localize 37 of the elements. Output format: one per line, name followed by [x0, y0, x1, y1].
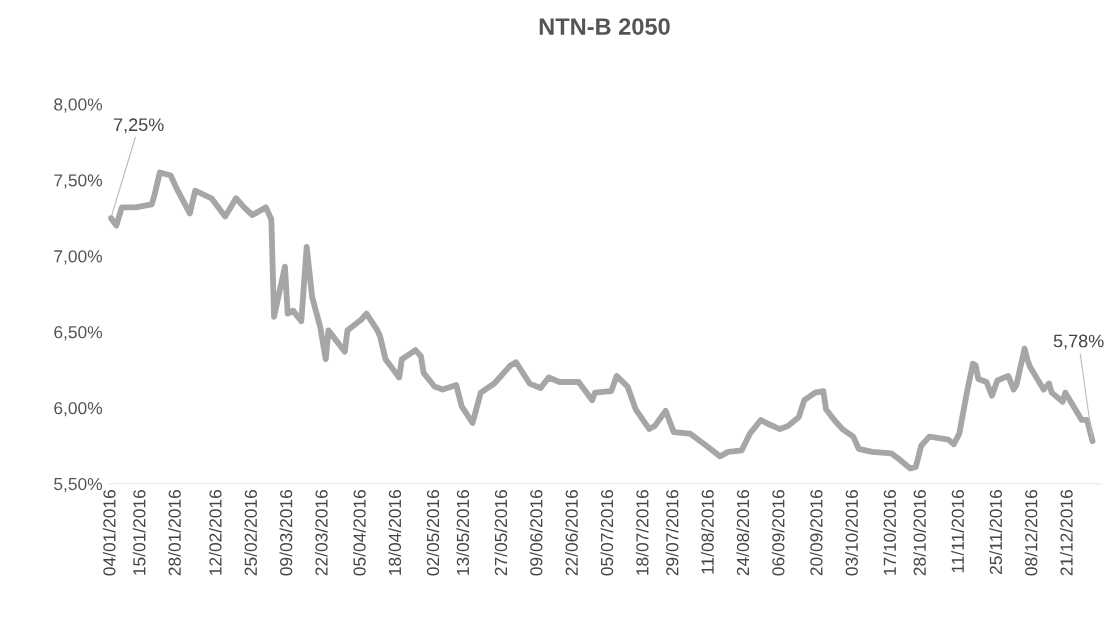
x-tick-label: 08/12/2016 [1024, 490, 1038, 576]
x-tick-label: 24/08/2016 [736, 490, 750, 576]
x-tick-label: 17/10/2016 [883, 490, 896, 575]
x-tick-label: 20/09/2016 [809, 490, 823, 576]
y-tick-label: 5,50% [54, 477, 103, 493]
x-tick-label: 18/07/2016 [635, 490, 649, 575]
annotation: 7,25% [114, 118, 164, 134]
x-tick-label: 11/08/2016 [701, 490, 714, 574]
x-tick-label: 11/11/2016 [951, 490, 964, 573]
x-tick-label: 29/07/2016 [665, 490, 679, 576]
x-tick-label: 15/01/2016 [132, 490, 146, 575]
x-tick-label: 27/05/2016 [494, 490, 508, 576]
x-tick-label: 21/12/2016 [1059, 490, 1073, 576]
x-tick-label: 06/09/2016 [771, 490, 785, 576]
x-tick-label: 03/10/2016 [845, 490, 858, 576]
x-tick-label: 04/01/2016 [102, 490, 116, 576]
x-tick-label: 12/02/2016 [208, 490, 222, 575]
x-tick-label: 28/01/2016 [168, 490, 181, 576]
x-tick-label: 09/03/2016 [279, 490, 293, 576]
x-tick-label: 25/11/2016 [989, 490, 1003, 575]
annotation: 5,78% [1053, 334, 1104, 350]
y-tick-label: 6,00% [54, 401, 103, 417]
x-tick-label: 05/07/2016 [600, 490, 614, 576]
x-tick-label: 09/06/2016 [529, 490, 543, 576]
chart-title: NTN-B 2050 [539, 18, 670, 35]
x-tick-label: 25/02/2016 [244, 490, 257, 576]
x-tick-label: 13/05/2016 [456, 490, 470, 575]
x-tick-label: 22/03/2016 [314, 490, 328, 576]
y-tick-label: 7,50% [54, 174, 103, 189]
x-tick-label: 05/04/2016 [352, 490, 366, 576]
x-tick-label: 18/04/2016 [388, 490, 402, 575]
y-tick-label: 8,00% [54, 98, 103, 113]
x-tick-label: 02/05/2016 [426, 490, 440, 576]
x-tick-label: 28/10/2016 [913, 490, 926, 576]
x-tick-label: 22/06/2016 [565, 490, 578, 576]
y-tick-label: 7,00% [54, 250, 103, 265]
y-tick-label: 6,50% [54, 326, 103, 341]
